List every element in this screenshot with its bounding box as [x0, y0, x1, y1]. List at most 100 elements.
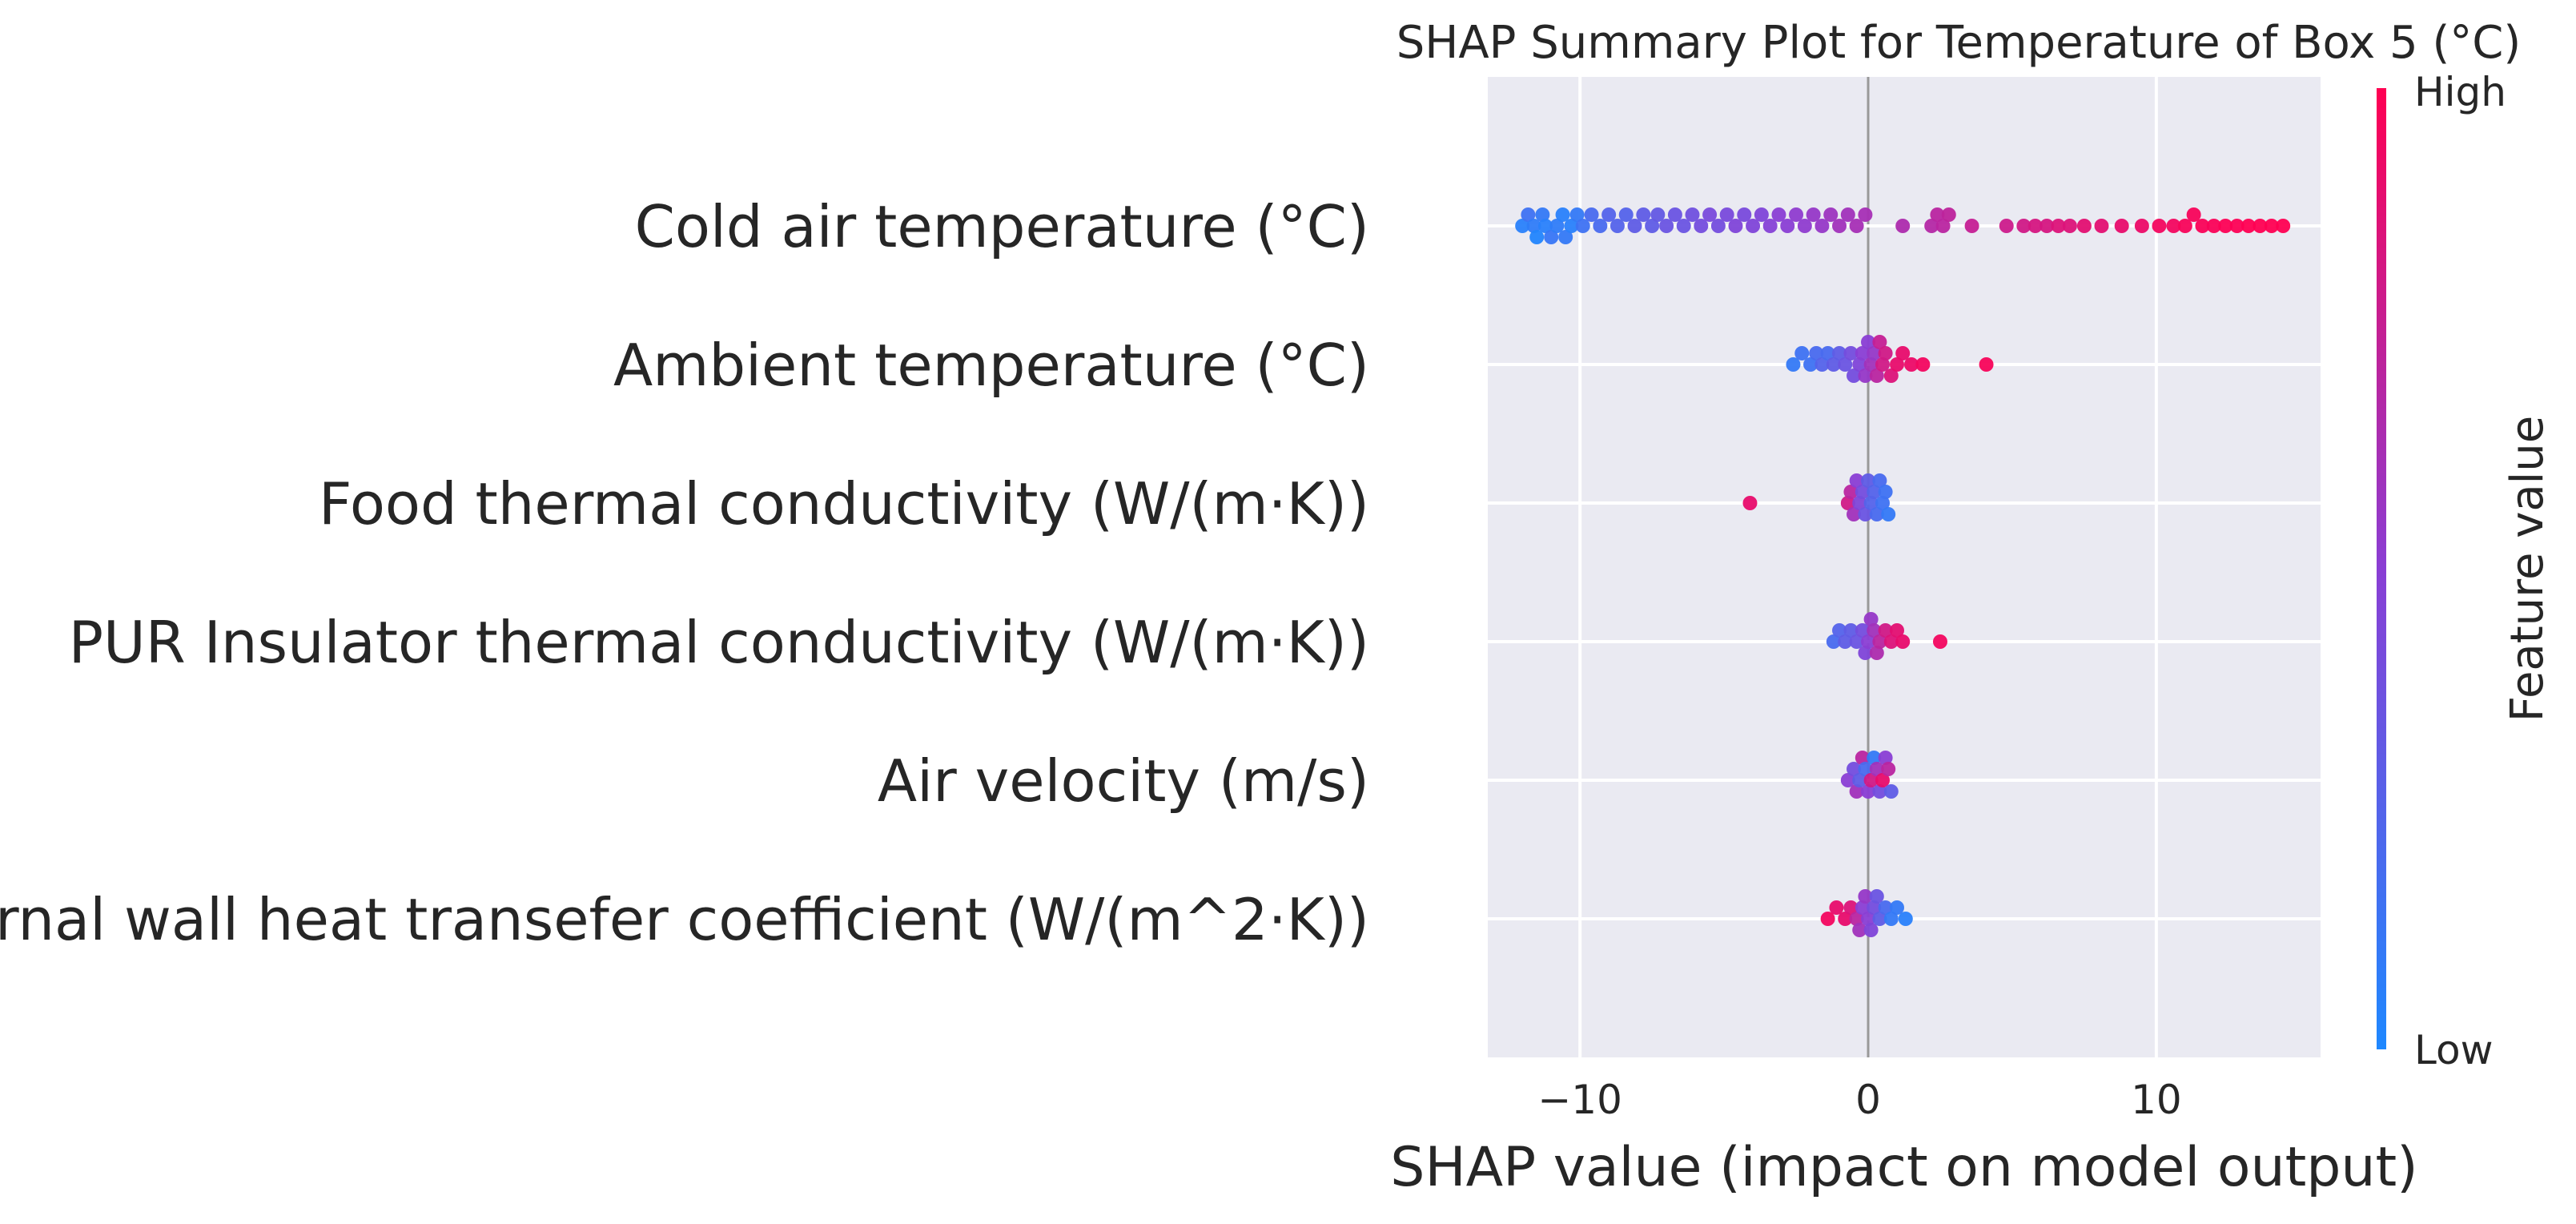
shap-dot — [1878, 485, 1893, 499]
shap-dot — [1858, 507, 1873, 521]
shap-dot — [1863, 357, 1879, 372]
shap-dot — [1618, 207, 1634, 222]
shap-dot — [1861, 912, 1876, 926]
shap-dot — [1820, 912, 1835, 926]
shap-dot — [1878, 900, 1893, 915]
shap-dot — [1858, 889, 1873, 904]
shap-dot — [2016, 219, 2031, 233]
shap-dot — [1820, 346, 1835, 360]
shap-dot — [1814, 219, 1830, 233]
shap-dot — [1535, 207, 1550, 222]
shap-dot — [1826, 357, 1841, 372]
shap-dot — [2177, 219, 2192, 233]
shap-dot — [1529, 230, 1545, 244]
shap-dot — [1872, 335, 1887, 349]
shap-dot — [1627, 219, 1642, 233]
shap-dot — [1883, 912, 1899, 926]
shap-dot — [1878, 346, 1893, 360]
shap-dot — [2040, 219, 2055, 233]
shap-dot — [1867, 900, 1882, 915]
shap-dot — [2218, 219, 2233, 233]
shap-dot — [1855, 900, 1870, 915]
shap-dot — [1789, 207, 1804, 222]
shap-dot — [1840, 773, 1855, 787]
colorbar-high-label: High — [2414, 69, 2506, 115]
shap-dot — [1832, 219, 1847, 233]
shap-dot — [1867, 751, 1882, 765]
shap-dot — [1847, 762, 1862, 776]
shap-dot — [1838, 634, 1853, 649]
shap-dot — [1855, 751, 1870, 765]
shap-dot — [2094, 219, 2109, 233]
shap-dot — [1558, 230, 1573, 244]
shap-dot — [1584, 207, 1599, 222]
shap-dot — [1823, 207, 1839, 222]
shap-dot — [1609, 219, 1625, 233]
shap-dot — [1843, 900, 1859, 915]
x-tick-label: 0 — [1855, 1077, 1881, 1123]
shap-dot — [1843, 485, 1859, 499]
shap-dot — [1858, 646, 1873, 660]
shap-dot — [1855, 346, 1870, 360]
shap-dot — [2152, 219, 2167, 233]
feature-label: Air velocity (m/s) — [878, 747, 1369, 815]
shap-dot — [1694, 219, 1709, 233]
shap-dot — [1867, 346, 1882, 360]
shap-dot — [1549, 219, 1565, 233]
shap-dot — [1935, 219, 1951, 233]
shap-dot — [1861, 473, 1876, 488]
shap-dot — [1786, 357, 1801, 372]
shap-dot — [1754, 207, 1769, 222]
shap-dot — [1515, 219, 1530, 233]
shap-dot — [1601, 207, 1617, 222]
shap-dot — [1650, 207, 1666, 222]
shap-dot — [1809, 346, 1824, 360]
shap-dot — [1544, 230, 1559, 244]
shap-dot — [1863, 496, 1879, 510]
shap-dot — [1636, 207, 1651, 222]
shap-dot — [1780, 219, 1795, 233]
shap-dot — [1883, 368, 1899, 383]
feature-label: Cold air temperature (°C) — [635, 193, 1369, 260]
shap-dot — [1702, 207, 1718, 222]
shap-dot — [1794, 346, 1810, 360]
shap-dot — [1719, 207, 1734, 222]
shap-dot — [1521, 207, 1536, 222]
shap-dot — [1676, 219, 1691, 233]
shap-dot — [1869, 507, 1884, 521]
shap-dot — [1881, 762, 1896, 776]
shap-dot — [1941, 207, 1956, 222]
shap-dot — [2027, 219, 2043, 233]
shap-dot — [1852, 496, 1867, 510]
shap-dot — [1924, 219, 1939, 233]
shap-dot — [1890, 357, 1905, 372]
shap-dot — [1890, 623, 1905, 638]
shap-dot — [1903, 357, 1919, 372]
shap-dot — [2206, 219, 2221, 233]
shap-dot — [1863, 923, 1879, 937]
shap-dot — [1930, 207, 1945, 222]
x-tick-label: −10 — [1537, 1077, 1622, 1123]
shap-dot — [1555, 207, 1570, 222]
shap-dot — [1858, 368, 1873, 383]
shap-dot — [1667, 207, 1682, 222]
feature-labels: Cold air temperature (°C) Ambient tempera… — [0, 193, 1369, 953]
shap-dot — [1762, 219, 1778, 233]
shap-dot — [1832, 623, 1847, 638]
feature-label: External wall heat transefer coefficient… — [0, 886, 1369, 953]
shap-dot — [1737, 207, 1752, 222]
shap-dot — [1898, 912, 1913, 926]
shap-dot — [1645, 219, 1660, 233]
shap-dot — [1881, 507, 1896, 521]
shap-dot — [1826, 634, 1841, 649]
shap-dot — [2195, 219, 2210, 233]
shap-dot — [1840, 496, 1855, 510]
shap-dot — [1883, 784, 1899, 799]
shap-dot — [1858, 762, 1873, 776]
shap-dot — [1867, 485, 1882, 499]
shap-dot — [2229, 219, 2244, 233]
shap-dot — [1932, 634, 1947, 649]
shap-dot — [1771, 207, 1786, 222]
shap-dot — [1858, 207, 1873, 222]
shap-dot — [2252, 219, 2268, 233]
